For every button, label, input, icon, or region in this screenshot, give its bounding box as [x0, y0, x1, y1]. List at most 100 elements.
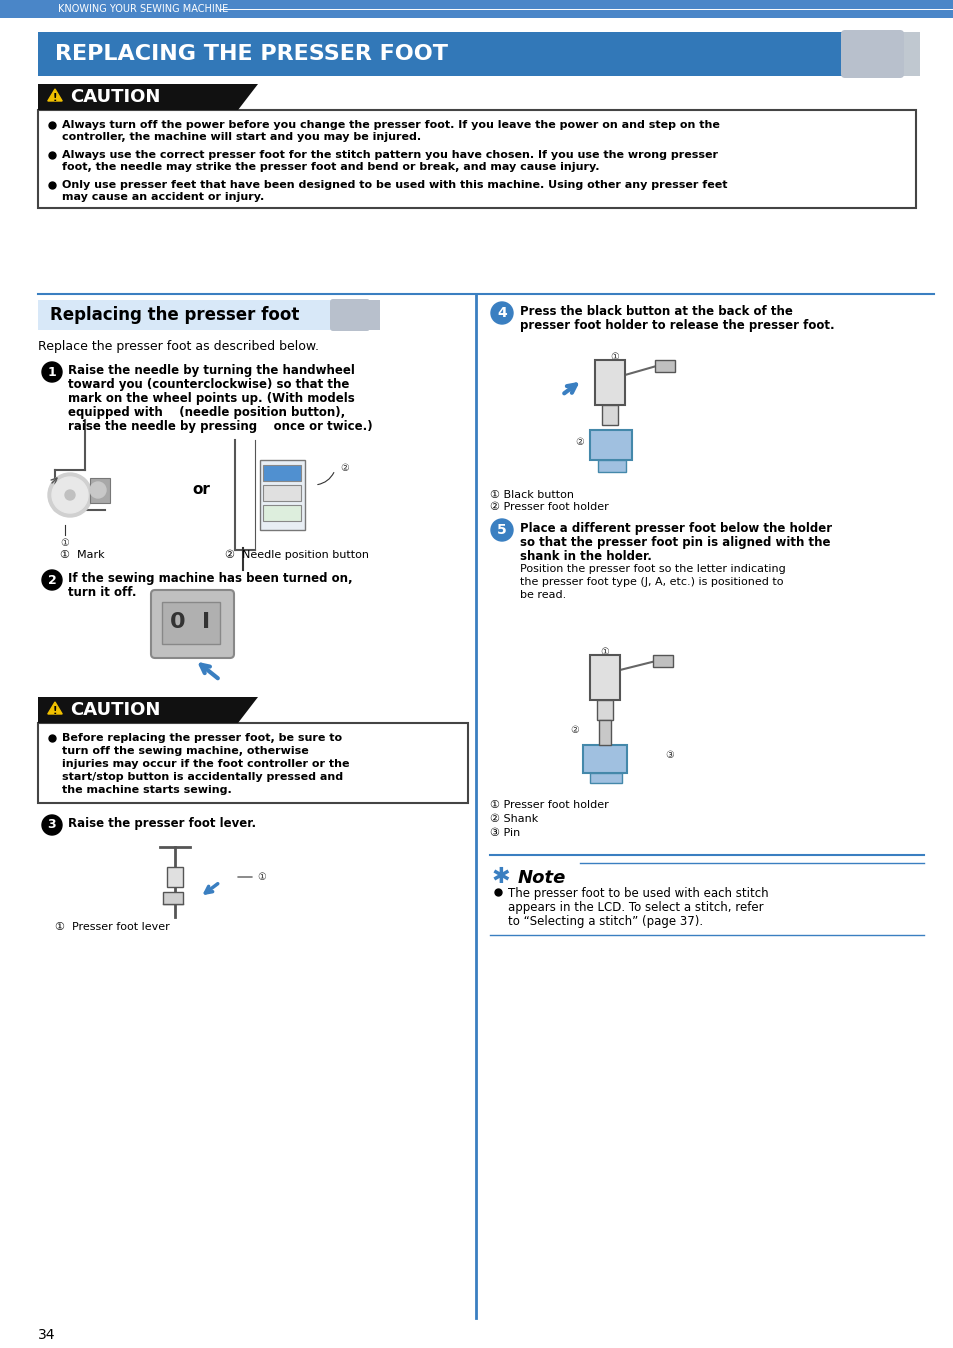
Circle shape: [42, 570, 62, 590]
Text: toward you (counterclockwise) so that the: toward you (counterclockwise) so that th…: [68, 377, 349, 391]
Text: 3: 3: [48, 818, 56, 832]
Bar: [582, 745, 626, 772]
Text: ①: ①: [610, 352, 618, 363]
Text: turn off the sewing machine, otherwise: turn off the sewing machine, otherwise: [62, 745, 309, 756]
Text: appears in the LCD. To select a stitch, refer: appears in the LCD. To select a stitch, …: [507, 900, 762, 914]
FancyBboxPatch shape: [330, 299, 370, 332]
Text: the machine starts sewing.: the machine starts sewing.: [62, 785, 232, 795]
Text: Raise the needle by turning the handwheel: Raise the needle by turning the handwhee…: [68, 364, 355, 377]
Text: ③ Pin: ③ Pin: [490, 828, 519, 838]
FancyBboxPatch shape: [151, 590, 233, 658]
Bar: [162, 603, 220, 644]
Bar: [595, 360, 624, 404]
Text: ✱: ✱: [492, 867, 510, 887]
Text: Note: Note: [517, 869, 566, 887]
Bar: [840, 32, 919, 75]
Text: ①: ①: [600, 647, 609, 656]
Circle shape: [52, 477, 88, 514]
Text: turn it off.: turn it off.: [68, 586, 136, 599]
Text: Position the presser foot so the letter indicating: Position the presser foot so the letter …: [519, 563, 785, 574]
Text: ② Shank: ② Shank: [490, 814, 537, 824]
Bar: [655, 360, 675, 372]
Text: injuries may occur if the foot controller or the: injuries may occur if the foot controlle…: [62, 759, 349, 768]
Text: so that the presser foot pin is aligned with the: so that the presser foot pin is aligned …: [519, 537, 830, 549]
Text: Replacing the presser foot: Replacing the presser foot: [50, 306, 299, 324]
Text: ①  Presser foot lever: ① Presser foot lever: [55, 922, 170, 931]
Text: the presser foot type (J, A, etc.) is positioned to: the presser foot type (J, A, etc.) is po…: [519, 577, 782, 586]
Circle shape: [491, 519, 513, 541]
Text: or: or: [192, 483, 210, 497]
Text: ②: ②: [570, 725, 578, 735]
Bar: [840, 32, 869, 75]
Polygon shape: [48, 702, 62, 714]
Text: ② Presser foot holder: ② Presser foot holder: [490, 501, 608, 512]
Bar: [589, 655, 619, 700]
Polygon shape: [237, 84, 257, 111]
Text: !: !: [52, 93, 57, 102]
Polygon shape: [237, 697, 257, 723]
Bar: [38, 301, 363, 330]
Bar: [263, 485, 301, 501]
Text: If the sewing machine has been turned on,: If the sewing machine has been turned on…: [68, 572, 353, 585]
Circle shape: [42, 363, 62, 381]
Bar: [597, 700, 613, 720]
Text: foot, the needle may strike the presser foot and bend or break, and may cause in: foot, the needle may strike the presser …: [62, 163, 598, 173]
Text: mark on the wheel points up. (With models: mark on the wheel points up. (With model…: [68, 392, 355, 404]
Bar: [263, 506, 301, 520]
Bar: [598, 460, 625, 472]
Bar: [330, 301, 350, 330]
Text: CAUTION: CAUTION: [70, 701, 160, 718]
Bar: [263, 465, 301, 481]
Circle shape: [65, 491, 75, 500]
Text: be read.: be read.: [519, 590, 566, 600]
Text: start/stop button is accidentally pressed and: start/stop button is accidentally presse…: [62, 772, 343, 782]
Circle shape: [42, 816, 62, 834]
Text: 1: 1: [48, 365, 56, 379]
Text: ①: ①: [61, 538, 70, 549]
Text: 2: 2: [48, 573, 56, 586]
Polygon shape: [48, 89, 62, 101]
Bar: [589, 430, 631, 460]
Text: !: !: [52, 706, 57, 716]
Text: 4: 4: [497, 306, 506, 319]
Circle shape: [48, 473, 91, 518]
Text: Place a different presser foot below the holder: Place a different presser foot below the…: [519, 522, 831, 535]
Text: Replace the presser foot as described below.: Replace the presser foot as described be…: [38, 340, 318, 353]
Bar: [38, 32, 867, 75]
Text: 34: 34: [38, 1328, 55, 1343]
Text: ① Presser foot holder: ① Presser foot holder: [490, 799, 608, 810]
Text: ① Black button: ① Black button: [490, 491, 574, 500]
Text: ①: ①: [256, 872, 266, 882]
Text: Always turn off the power before you change the presser foot. If you leave the p: Always turn off the power before you cha…: [62, 120, 720, 129]
Text: CAUTION: CAUTION: [70, 88, 160, 106]
Text: 5: 5: [497, 523, 506, 537]
Text: ②: ②: [339, 462, 349, 473]
Text: ②  Needle position button: ② Needle position button: [225, 550, 369, 561]
Text: ③: ③: [665, 749, 674, 760]
Text: The presser foot to be used with each stitch: The presser foot to be used with each st…: [507, 887, 768, 900]
Bar: [598, 720, 610, 745]
FancyBboxPatch shape: [841, 30, 903, 78]
Text: Raise the presser foot lever.: Raise the presser foot lever.: [68, 817, 255, 830]
Text: may cause an accident or injury.: may cause an accident or injury.: [62, 193, 264, 202]
Text: KNOWING YOUR SEWING MACHINE: KNOWING YOUR SEWING MACHINE: [58, 4, 228, 13]
Text: Always use the correct presser foot for the stitch pattern you have chosen. If y: Always use the correct presser foot for …: [62, 150, 718, 160]
Bar: [38, 723, 468, 803]
Text: I: I: [202, 612, 210, 632]
Text: Before replacing the presser foot, be sure to: Before replacing the presser foot, be su…: [62, 733, 342, 743]
Text: to “Selecting a stitch” (page 37).: to “Selecting a stitch” (page 37).: [507, 915, 702, 927]
Text: Only use presser feet that have been designed to be used with this machine. Usin: Only use presser feet that have been des…: [62, 181, 727, 190]
Text: 0: 0: [170, 612, 186, 632]
Bar: [260, 460, 305, 530]
Text: shank in the holder.: shank in the holder.: [519, 550, 651, 563]
Bar: [330, 301, 379, 330]
Text: ②: ②: [575, 437, 584, 448]
Bar: [163, 892, 183, 905]
Bar: [0, 0, 953, 18]
Bar: [652, 655, 672, 667]
Bar: [38, 84, 237, 111]
Bar: [167, 867, 183, 887]
Text: presser foot holder to release the presser foot.: presser foot holder to release the press…: [519, 319, 834, 332]
Text: raise the needle by pressing    once or twice.): raise the needle by pressing once or twi…: [68, 421, 373, 433]
Bar: [38, 697, 237, 723]
